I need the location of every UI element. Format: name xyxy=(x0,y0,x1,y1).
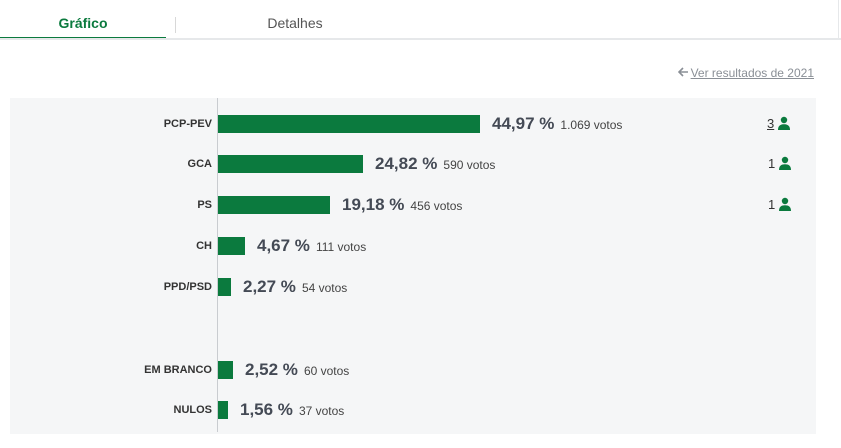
party-label: PCP-PEV xyxy=(163,118,212,130)
tab-grafico[interactable]: Gráfico xyxy=(58,15,108,31)
percent-value: 4,67 % xyxy=(257,236,310,255)
results-chart-panel xyxy=(10,98,816,434)
votes-count: 111 votos xyxy=(315,240,367,254)
votes-count: 54 votos xyxy=(301,281,348,295)
tab-detalhes[interactable]: Detalhes xyxy=(267,15,323,31)
percent-label: 2,27 % 54 votos xyxy=(243,277,347,297)
tab-bar: Gráfico Detalhes xyxy=(0,0,841,40)
seats-count: 1 xyxy=(768,154,792,174)
result-bar xyxy=(218,278,231,296)
result-bar xyxy=(218,155,363,173)
person-icon xyxy=(777,116,791,130)
tab-bar-edge xyxy=(838,0,839,38)
percent-label: 4,67 % 111 votos xyxy=(257,236,366,256)
votes-count: 37 votos xyxy=(298,404,345,418)
previous-results-label: Ver resultados de 2021 xyxy=(690,66,814,80)
seats-number: 1 xyxy=(768,156,776,171)
percent-label: 24,82 % 590 votos xyxy=(375,154,495,174)
percent-label: 2,52 % 60 votos xyxy=(245,360,349,380)
result-row: PPD/PSD 2,27 % 54 votos xyxy=(0,277,841,307)
seats-number: 3 xyxy=(767,116,775,131)
votes-count: 1.069 votos xyxy=(560,118,623,132)
votes-count: 60 votos xyxy=(303,364,350,378)
result-row: CH 4,67 % 111 votos xyxy=(0,236,841,266)
result-row: EM BRANCO 2,52 % 60 votos xyxy=(0,360,841,390)
seats-count[interactable]: 3 xyxy=(767,114,791,134)
percent-value: 19,18 % xyxy=(342,195,405,214)
result-bar xyxy=(218,237,245,255)
result-row: NULOS 1,56 % 37 votos xyxy=(0,400,841,430)
tab-divider xyxy=(175,17,176,33)
percent-value: 1,56 % xyxy=(240,400,293,419)
percent-label: 44,97 % 1.069 votos xyxy=(492,114,622,134)
person-icon xyxy=(778,156,792,170)
percent-value: 2,27 % xyxy=(243,277,296,296)
person-icon xyxy=(778,197,792,211)
party-label: EM BRANCO xyxy=(144,364,212,376)
result-row: PCP-PEV 44,97 % 1.069 votos 3 xyxy=(0,114,841,144)
percent-value: 24,82 % xyxy=(375,154,438,173)
percent-value: 2,52 % xyxy=(245,360,298,379)
previous-results-link[interactable]: Ver resultados de 2021 xyxy=(677,66,814,80)
seats-count: 1 xyxy=(768,195,792,215)
result-row: PS 19,18 % 456 votos 1 xyxy=(0,195,841,225)
seats-number: 1 xyxy=(768,197,776,212)
tab-bar-border xyxy=(0,38,841,40)
result-bar xyxy=(218,361,233,379)
votes-count: 590 votos xyxy=(443,158,496,172)
party-label: NULOS xyxy=(173,404,213,416)
result-bar xyxy=(218,196,330,214)
party-label: PS xyxy=(197,199,212,211)
party-label: CH xyxy=(196,240,212,252)
percent-label: 19,18 % 456 votos xyxy=(342,195,462,215)
result-bar xyxy=(218,115,480,133)
votes-count: 456 votos xyxy=(410,199,463,213)
result-row: GCA 24,82 % 590 votos 1 xyxy=(0,154,841,184)
result-bar xyxy=(218,401,228,419)
percent-label: 1,56 % 37 votos xyxy=(240,400,344,420)
chart-axis xyxy=(217,98,218,432)
party-label: GCA xyxy=(187,158,212,170)
arrow-left-icon xyxy=(677,66,688,80)
party-label: PPD/PSD xyxy=(163,281,212,293)
percent-value: 44,97 % xyxy=(492,114,555,133)
